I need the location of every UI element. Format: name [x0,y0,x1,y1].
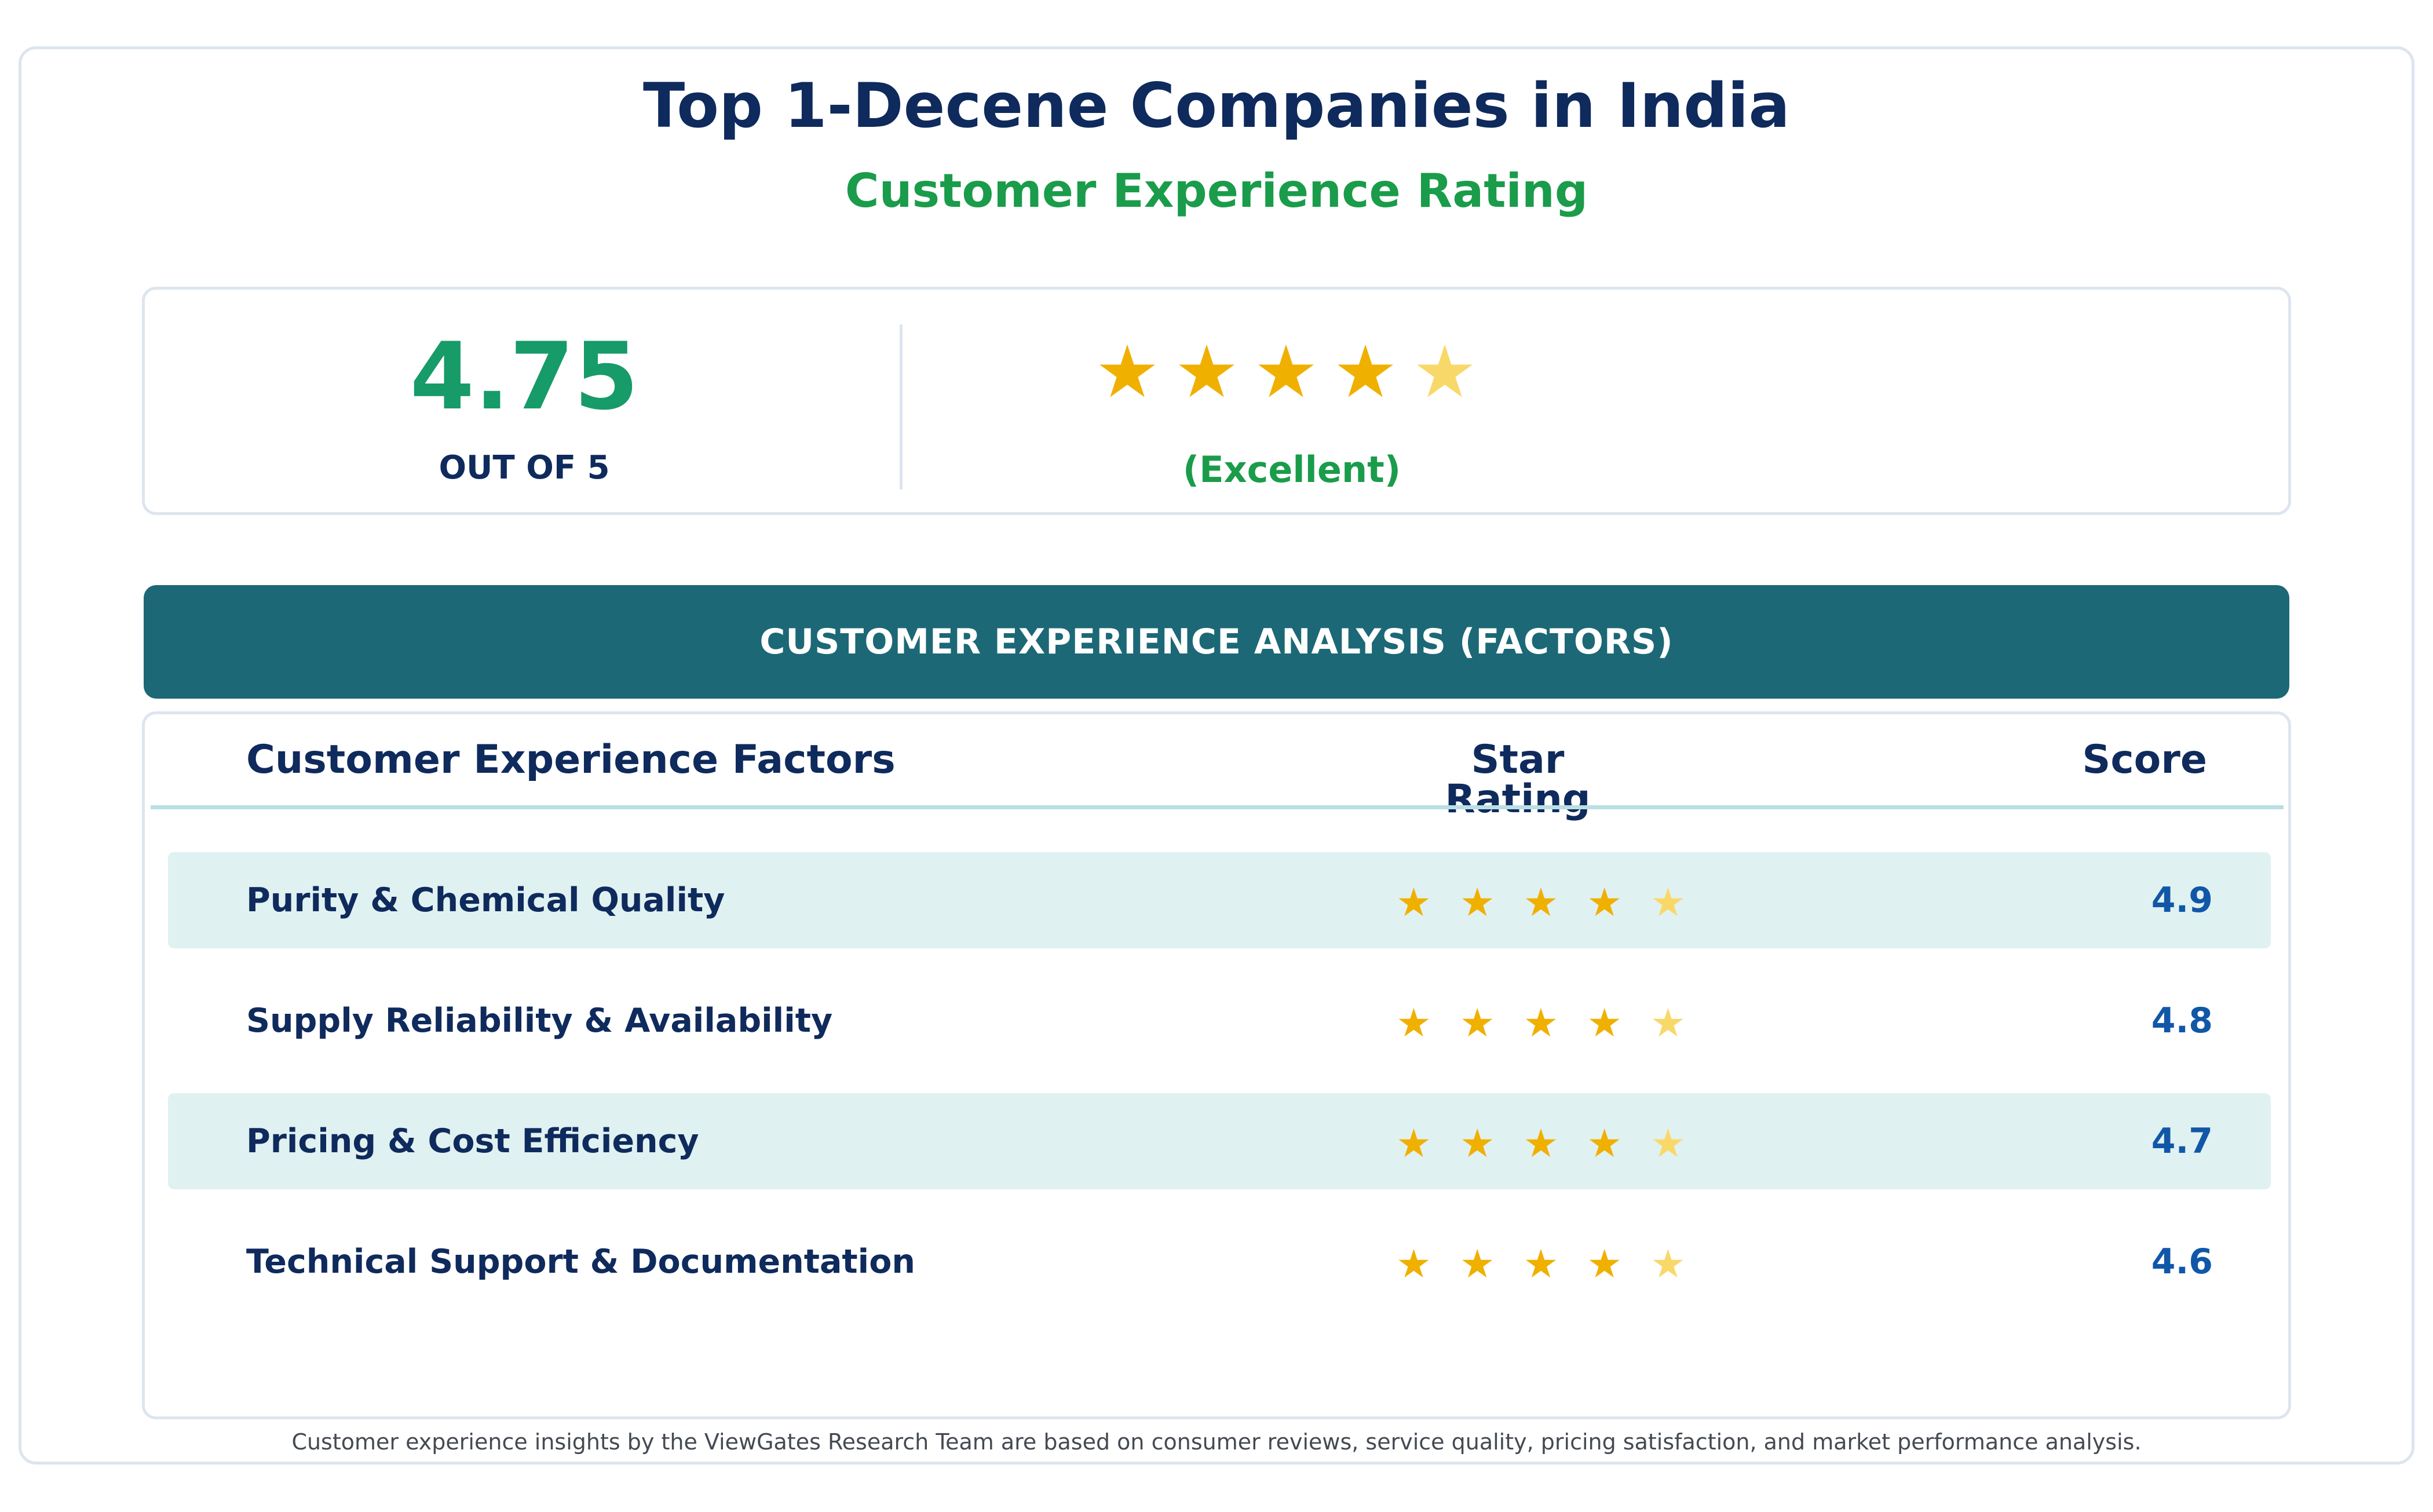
overall-star-rating: ★ ★ ★ ★ ★ [1095,336,1477,408]
half-star-icon: ★ [1412,330,1477,414]
factor-star-rating: ★ ★ ★ ★ ★ [1396,1093,1686,1189]
column-header-stars: Star Rating [1445,737,1591,822]
analysis-banner: CUSTOMER EXPERIENCE ANALYSIS (FACTORS) [144,585,2289,699]
star-icon: ★ [1396,1000,1431,1046]
table-row: Supply Reliability & Availability ★ ★ ★ … [168,973,2271,1069]
half-star-icon: ★ [1650,880,1686,926]
footer-note: Customer experience insights by the View… [291,1429,2142,1455]
star-icon: ★ [1523,1121,1559,1167]
star-icon: ★ [1396,1241,1431,1287]
factor-star-rating: ★ ★ ★ ★ ★ [1396,973,1686,1069]
factor-label: Purity & Chemical Quality [246,881,725,919]
star-icon: ★ [1396,880,1431,926]
star-icon: ★ [1523,1000,1559,1046]
table-row: Purity & Chemical Quality ★ ★ ★ ★ ★ 4.9 [168,852,2271,948]
table-row: Technical Support & Documentation ★ ★ ★ … [168,1214,2271,1310]
star-icon: ★ [1095,330,1160,414]
star-icon: ★ [1332,330,1398,414]
factor-label: Technical Support & Documentation [246,1243,915,1281]
star-icon: ★ [1459,1000,1495,1046]
factor-score: 4.8 [2151,1000,2213,1041]
factor-score: 4.9 [2151,880,2213,921]
star-icon: ★ [1459,1241,1495,1287]
factor-label: Supply Reliability & Availability [246,1002,833,1040]
star-icon: ★ [1587,1241,1623,1287]
overall-score: 4.75 [410,322,639,430]
factor-star-rating: ★ ★ ★ ★ ★ [1396,852,1686,948]
star-icon: ★ [1459,880,1495,926]
factor-score: 4.7 [2151,1121,2213,1162]
rating-verdict: (Excellent) [1182,448,1401,491]
star-icon: ★ [1587,1000,1623,1046]
star-icon: ★ [1523,880,1559,926]
summary-panel: 4.75 OUT OF 5 ★ ★ ★ ★ ★ (Excellent) [142,287,2291,515]
star-icon: ★ [1523,1241,1559,1287]
factors-table: Customer Experience Factors Star Rating … [142,711,2291,1419]
factor-score: 4.6 [2151,1241,2213,1282]
half-star-icon: ★ [1650,1121,1686,1167]
star-icon: ★ [1587,880,1623,926]
table-row: Pricing & Cost Efficiency ★ ★ ★ ★ ★ 4.7 [168,1093,2271,1189]
page-title: Top 1-Decene Companies in India [643,70,1790,141]
summary-divider [900,324,903,490]
half-star-icon: ★ [1650,1241,1686,1287]
factor-star-rating: ★ ★ ★ ★ ★ [1396,1214,1686,1310]
star-icon: ★ [1253,330,1319,414]
column-header-factor: Customer Experience Factors [246,737,896,783]
star-icon: ★ [1587,1121,1623,1167]
star-icon: ★ [1459,1121,1495,1167]
factor-label: Pricing & Cost Efficiency [246,1122,699,1160]
page-subtitle: Customer Experience Rating [845,164,1588,218]
star-icon: ★ [1396,1121,1431,1167]
score-scale-label: OUT OF 5 [439,449,610,487]
header-divider [151,805,2284,809]
report-card [19,46,2414,1464]
column-header-score: Score [2082,737,2207,783]
half-star-icon: ★ [1650,1000,1686,1046]
star-icon: ★ [1174,330,1240,414]
